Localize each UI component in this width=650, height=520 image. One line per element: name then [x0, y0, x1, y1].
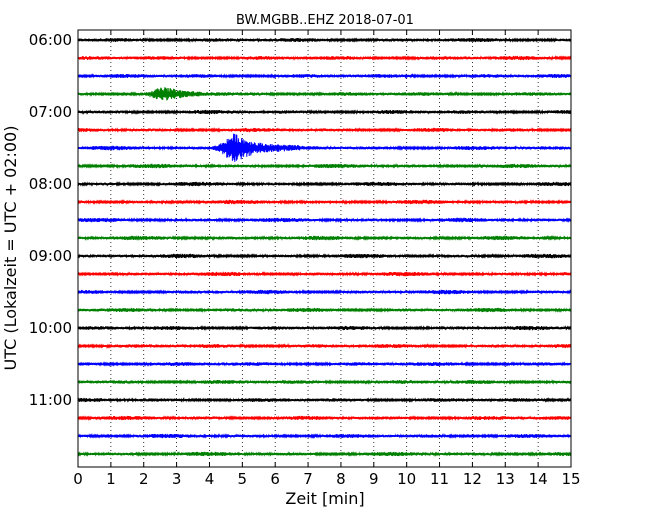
vertical-grid	[110, 30, 539, 467]
x-tick-label: 8	[336, 470, 346, 488]
trace-line	[77, 325, 572, 331]
x-tick-label: 14	[529, 470, 548, 488]
x-axis-label: Zeit [min]	[285, 489, 364, 508]
trace-line	[77, 397, 572, 403]
trace-line	[77, 73, 572, 79]
trace-line	[77, 37, 572, 43]
trace-line	[77, 307, 572, 313]
chart-title: BW.MGBB..EHZ 2018-07-01	[236, 13, 414, 28]
x-tick-label: 7	[303, 470, 313, 488]
y-tick-label: 08:00	[29, 175, 72, 193]
trace-line	[77, 199, 572, 205]
x-tick-label: 12	[463, 470, 482, 488]
trace-line	[77, 127, 572, 133]
x-tick-label: 11	[430, 470, 449, 488]
trace-line	[77, 415, 572, 421]
y-axis-label: UTC (Lokalzeit = UTC + 02:00)	[1, 126, 20, 371]
y-tick-label: 06:00	[29, 31, 72, 49]
x-tick-label: 2	[139, 470, 149, 488]
x-axis-ticks: 0 1 2 3 4 5 6 7 8 9 10 11 12 13 14 15	[73, 30, 581, 488]
x-tick-label: 0	[73, 470, 83, 488]
trace-line	[77, 163, 572, 169]
plot-frame	[77, 29, 572, 468]
x-tick-label: 1	[106, 470, 116, 488]
x-tick-label: 9	[369, 470, 379, 488]
x-tick-label: 3	[172, 470, 182, 488]
trace-line	[77, 87, 572, 101]
trace-line	[77, 271, 572, 277]
seismogram-traces	[77, 37, 572, 457]
y-axis-ticks: 06:00 07:00 08:00 09:00 10:00 11:00	[29, 31, 571, 409]
y-tick-label: 09:00	[29, 247, 72, 265]
trace-line	[77, 253, 572, 259]
trace-line	[77, 235, 572, 241]
y-tick-label: 11:00	[29, 391, 72, 409]
trace-line	[77, 133, 572, 162]
trace-line	[77, 432, 572, 439]
trace-line	[77, 289, 572, 295]
x-tick-label: 6	[270, 470, 280, 488]
trace-line	[77, 181, 572, 187]
x-tick-label: 10	[397, 470, 416, 488]
x-tick-label: 13	[496, 470, 515, 488]
trace-line	[77, 379, 572, 385]
x-tick-label: 4	[205, 470, 215, 488]
x-tick-label: 5	[238, 470, 248, 488]
trace-line	[77, 217, 572, 224]
trace-line	[77, 55, 572, 61]
trace-line	[77, 451, 572, 457]
x-tick-label: 15	[561, 470, 580, 488]
trace-line	[77, 109, 572, 115]
y-tick-label: 10:00	[29, 319, 72, 337]
trace-line	[77, 361, 572, 367]
y-tick-label: 07:00	[29, 103, 72, 121]
trace-line	[77, 343, 572, 349]
